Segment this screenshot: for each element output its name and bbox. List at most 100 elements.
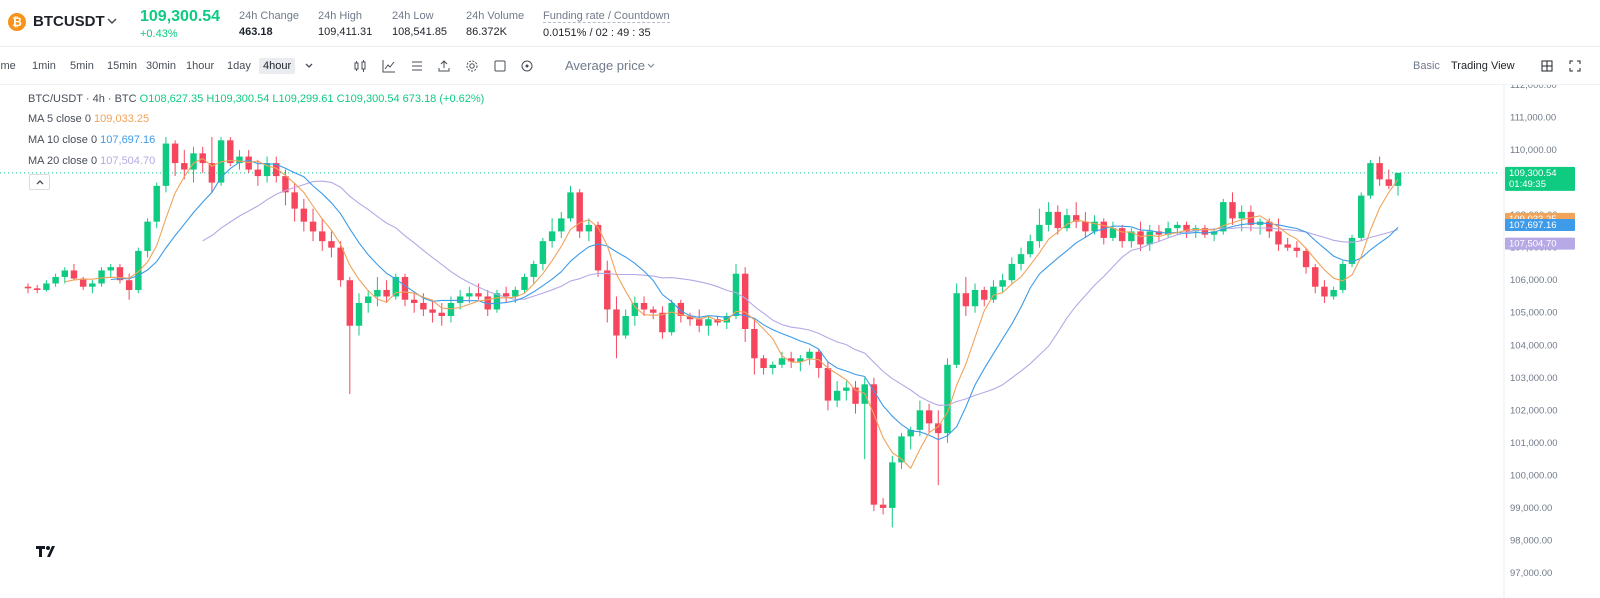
candle-body <box>1293 247 1301 251</box>
timeframe-1day[interactable]: 1day <box>227 60 251 72</box>
stat-24h-change: 24h Change 463.18 <box>239 10 299 38</box>
candle-body <box>677 302 685 316</box>
timeframe-1hour[interactable]: 1hour <box>186 60 215 72</box>
candle-body <box>751 329 758 359</box>
candle-body <box>594 224 602 271</box>
chart-area[interactable]: 112,000.00111,000.00110,000.00109,000.00… <box>0 85 1600 598</box>
price-type-select[interactable]: Average price <box>565 58 645 73</box>
y-axis-label: 101,000.00 <box>1510 438 1558 449</box>
ma5-label: MA 5 close 0 <box>28 113 91 125</box>
timeframe-time[interactable]: ime <box>0 60 16 72</box>
candle-body <box>530 263 537 277</box>
legend-ohlc: O108,627.35 H109,300.54 L109,299.61 C109… <box>139 93 485 105</box>
candle-body <box>346 280 354 326</box>
stat-24h-volume: 24h Volume 86.372K <box>466 10 524 38</box>
ma10-label: MA 10 close 0 <box>28 134 98 146</box>
candle-body <box>833 390 841 401</box>
legend-ma20: MA 20 close 0 107,504.70 <box>28 155 155 167</box>
layout-grid-icon[interactable] <box>1540 59 1554 73</box>
candle-body <box>778 358 786 365</box>
ma5-value: 109,033.25 <box>94 113 150 125</box>
candle-body <box>24 286 32 289</box>
candle-body <box>852 387 859 404</box>
fullscreen-box-icon[interactable] <box>493 59 507 73</box>
candlestick-chart[interactable]: 112,000.00111,000.00110,000.00109,000.00… <box>0 85 1600 598</box>
timeframe-5min[interactable]: 5min <box>70 60 94 72</box>
candle-body <box>870 384 878 505</box>
timeframe-1min[interactable]: 1min <box>32 60 56 72</box>
candle-body <box>512 289 519 297</box>
view-tradingview-tab[interactable]: Trading View <box>1451 60 1515 72</box>
candle-body <box>300 208 308 222</box>
list-icon[interactable] <box>410 59 424 73</box>
candle-body <box>162 143 170 186</box>
stat-24h-low: 24h Low 108,541.85 <box>392 10 447 38</box>
candle-body <box>585 224 593 232</box>
candle-body <box>355 302 363 326</box>
candle-body <box>824 368 832 401</box>
timeframe-30min[interactable]: 30min <box>146 60 176 72</box>
candle-body <box>879 504 887 508</box>
candle-type-icon[interactable] <box>353 59 367 73</box>
candle-body <box>1155 231 1163 235</box>
candle-body <box>1201 228 1209 235</box>
y-axis-label: 104,000.00 <box>1510 340 1558 351</box>
candle-body <box>1220 202 1227 232</box>
chevron-down-icon[interactable] <box>644 59 658 73</box>
candle-body <box>695 319 703 326</box>
candle-body <box>1367 163 1374 196</box>
candle-body <box>328 241 335 248</box>
candle-body <box>1321 286 1328 297</box>
timeframe-15min[interactable]: 15min <box>107 60 137 72</box>
candle-body <box>1128 231 1135 242</box>
stat-funding-rate[interactable]: Funding rate / Countdown 0.0151% / 02 : … <box>543 10 670 39</box>
candle-body <box>1045 211 1052 225</box>
candle-body <box>723 315 731 323</box>
share-icon[interactable] <box>437 59 451 73</box>
candle-body <box>1330 289 1337 297</box>
candle-body <box>843 387 850 391</box>
symbol-selector[interactable]: BTCUSDT <box>33 13 105 30</box>
chevron-down-icon[interactable] <box>302 59 316 73</box>
legend-ma5: MA 5 close 0 109,033.25 <box>28 113 149 125</box>
candle-body <box>1146 231 1153 245</box>
price-change-pct: +0.43% <box>140 28 178 40</box>
candle-body <box>236 156 243 164</box>
candle-body <box>392 276 400 297</box>
chevron-down-icon[interactable] <box>105 14 119 28</box>
candle-body <box>70 270 78 279</box>
stat-label: 24h Change <box>239 10 299 22</box>
countdown-tag: 01:49:35 <box>1509 179 1546 190</box>
candle-body <box>787 358 795 362</box>
candle-body <box>990 286 997 300</box>
refresh-icon[interactable] <box>520 59 534 73</box>
candle-body <box>466 293 473 297</box>
y-axis-label: 99,000.00 <box>1510 503 1552 514</box>
candle-body <box>907 429 914 437</box>
y-axis-label: 102,000.00 <box>1510 405 1558 416</box>
candle-body <box>89 283 96 287</box>
ma20-price-tag-bg <box>1505 237 1575 250</box>
candle-body <box>567 192 574 219</box>
candle-body <box>383 289 390 297</box>
candle-body <box>52 276 59 284</box>
candle-body <box>1137 231 1144 245</box>
last-price-tag-bg <box>1505 166 1575 191</box>
candle-body <box>741 273 749 329</box>
view-basic-tab[interactable]: Basic <box>1413 60 1440 72</box>
y-axis-label: 100,000.00 <box>1510 470 1558 481</box>
candle-body <box>190 153 197 170</box>
last-price-tag: 109,300.54 <box>1509 168 1557 179</box>
indicators-icon[interactable] <box>382 59 396 73</box>
tradingview-logo-icon[interactable] <box>33 540 59 562</box>
timeframe-4hour[interactable]: 4hour <box>259 58 296 74</box>
candle-body <box>576 192 583 232</box>
candle-body <box>227 140 234 164</box>
expand-icon[interactable] <box>1568 59 1582 73</box>
settings-icon[interactable] <box>465 59 479 73</box>
candle-body <box>116 267 124 281</box>
ma10-line <box>110 159 1399 441</box>
legend-collapse-button[interactable] <box>29 174 50 190</box>
candle-body <box>935 423 942 434</box>
candle-body <box>760 358 767 369</box>
